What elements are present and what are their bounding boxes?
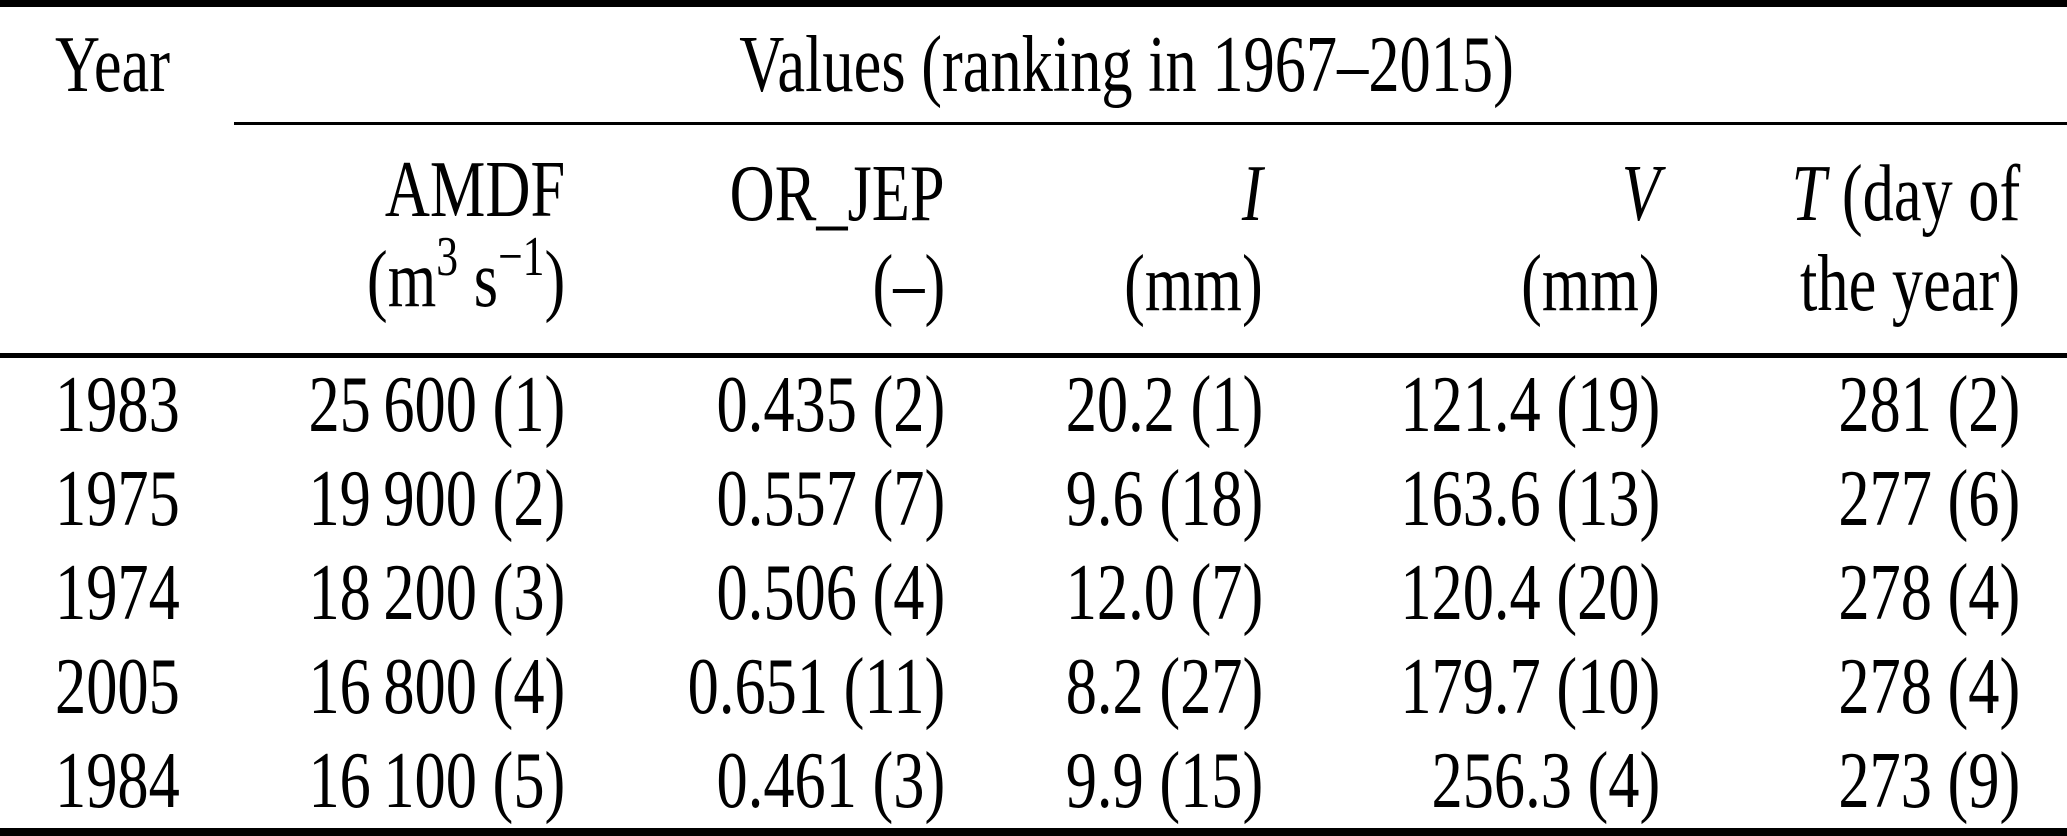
orjep-value: 0.461 (3) xyxy=(716,737,945,825)
table-row-1974: 1974 18 200 (3) 0.506 (4) 12.0 (7) 120.4… xyxy=(0,546,2067,640)
v-value: 120.4 (20) xyxy=(1400,549,1660,637)
v-value: 179.7 (10) xyxy=(1400,643,1660,731)
values-span-header-cell: Values (ranking in 1967–2015) xyxy=(234,3,2067,125)
t-value: 281 (2) xyxy=(1838,361,2021,449)
t-value: 273 (9) xyxy=(1838,737,2021,825)
orjep-value: 0.557 (7) xyxy=(716,455,945,543)
amdf-value: 19 900 (2) xyxy=(308,455,565,543)
year-value: 2005 xyxy=(55,643,180,731)
amdf-unit-exponent-3: 3 xyxy=(436,226,458,289)
v-unit-label: (mm) xyxy=(1521,240,1660,328)
orjep-value: 0.506 (4) xyxy=(716,549,945,637)
v-value: 256.3 (4) xyxy=(1431,737,1660,825)
orjep-column-label: OR_JEP xyxy=(730,150,945,238)
year-header-cell: Year xyxy=(0,4,234,124)
i-header-cell: I (mm) xyxy=(945,123,1268,358)
year-value: 1975 xyxy=(55,455,180,543)
t-value: 278 (4) xyxy=(1838,643,2021,731)
table-row-2005: 2005 16 800 (4) 0.651 (11) 8.2 (27) 179.… xyxy=(0,640,2067,734)
orjep-header-cell: OR_JEP (–) xyxy=(565,123,945,358)
t-column-label-line1: T (day of xyxy=(1791,150,2021,238)
t-value: 277 (6) xyxy=(1838,455,2021,543)
orjep-unit-label: (–) xyxy=(872,240,945,328)
orjep-value: 0.651 (11) xyxy=(687,643,945,731)
i-value: 20.2 (1) xyxy=(1065,361,1263,449)
t-header-cell: T (day of the year) xyxy=(1660,123,2067,358)
v-value: 121.4 (19) xyxy=(1400,361,1660,449)
amdf-column-label: AMDF xyxy=(384,146,565,234)
table-title-row: Year Values (ranking in 1967–2015) xyxy=(0,3,2067,125)
amdf-value: 16 800 (4) xyxy=(308,643,565,731)
amdf-unit-label: (m3 s−1) xyxy=(366,226,565,324)
year-value: 1984 xyxy=(55,737,180,825)
t-value: 278 (4) xyxy=(1838,549,2021,637)
amdf-header-cell: AMDF (m3 s−1) xyxy=(234,123,565,358)
t-column-symbol: T xyxy=(1791,150,1826,238)
values-span-header: Values (ranking in 1967–2015) xyxy=(739,20,1515,109)
i-column-symbol: I xyxy=(1242,150,1263,238)
column-header-row: AMDF (m3 s−1) OR_JEP (–) I (mm) V (mm) T… xyxy=(0,123,2067,358)
i-unit-label: (mm) xyxy=(1124,240,1263,328)
orjep-value: 0.435 (2) xyxy=(716,361,945,449)
i-value: 8.2 (27) xyxy=(1065,643,1263,731)
amdf-value: 18 200 (3) xyxy=(308,549,565,637)
table-row-1983: 1983 25 600 (1) 0.435 (2) 20.2 (1) 121.4… xyxy=(0,356,2067,453)
amdf-unit-exponent-minus1: −1 xyxy=(497,226,545,289)
amdf-value: 16 100 (5) xyxy=(308,737,565,825)
v-header-cell: V (mm) xyxy=(1268,123,1660,358)
i-value: 9.6 (18) xyxy=(1065,455,1263,543)
i-value: 12.0 (7) xyxy=(1065,549,1263,637)
year-value: 1983 xyxy=(55,361,180,449)
v-column-symbol: V xyxy=(1621,150,1660,238)
v-value: 163.6 (13) xyxy=(1400,455,1660,543)
table-row-1984: 1984 16 100 (5) 0.461 (3) 9.9 (15) 256.3… xyxy=(0,734,2067,832)
amdf-value: 25 600 (1) xyxy=(308,361,565,449)
empty-corner-cell xyxy=(0,123,234,358)
year-value: 1974 xyxy=(55,549,180,637)
year-column-header: Year xyxy=(55,21,170,110)
i-value: 9.9 (15) xyxy=(1065,737,1263,825)
t-column-label-line2: the year) xyxy=(1800,240,2021,328)
table-row-1975: 1975 19 900 (2) 0.557 (7) 9.6 (18) 163.6… xyxy=(0,452,2067,546)
